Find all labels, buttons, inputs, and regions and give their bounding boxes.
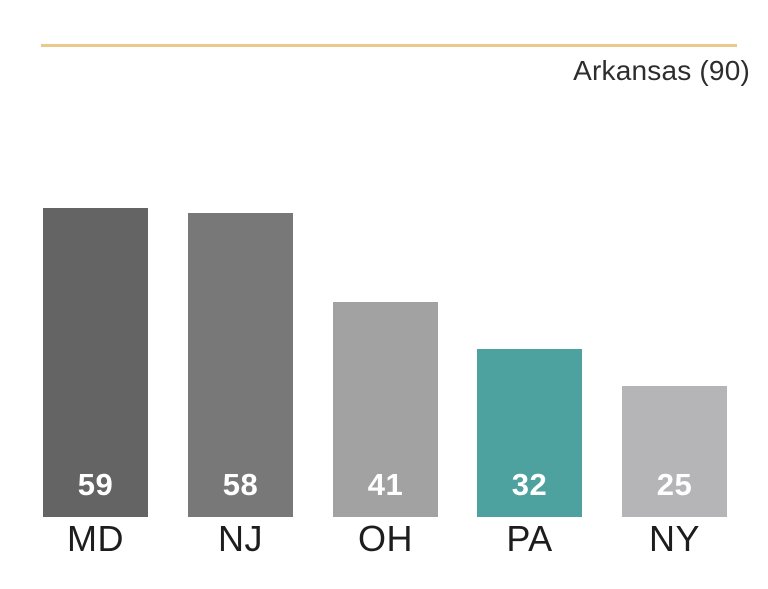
bar-group: 58 NJ [188, 0, 293, 589]
bar-value-label: 32 [511, 467, 548, 502]
chart-title: Arkansas (90) [573, 55, 750, 86]
bar: 32 [477, 349, 582, 517]
bar-category-label: PA [506, 518, 553, 559]
bar-value-label: 41 [367, 467, 404, 502]
bar-group: 25 NY [622, 0, 727, 589]
bar: 58 [188, 213, 293, 517]
bar-group: 32 PA [477, 0, 582, 589]
bar-group: 59 MD [43, 0, 148, 589]
bar-category-label: MD [67, 518, 124, 559]
bar: 59 [43, 208, 148, 517]
bar: 25 [622, 386, 727, 517]
bar-category-label: OH [358, 518, 413, 559]
bar-value-label: 25 [656, 467, 693, 502]
bar-group: 41 OH [333, 0, 438, 589]
bar-value-label: 58 [222, 467, 259, 502]
bar-value-label: 59 [77, 467, 114, 502]
bar-category-label: NY [648, 518, 700, 559]
bar: 41 [333, 302, 438, 517]
accent-rule [41, 44, 737, 47]
bar-category-label: NJ [218, 518, 263, 559]
